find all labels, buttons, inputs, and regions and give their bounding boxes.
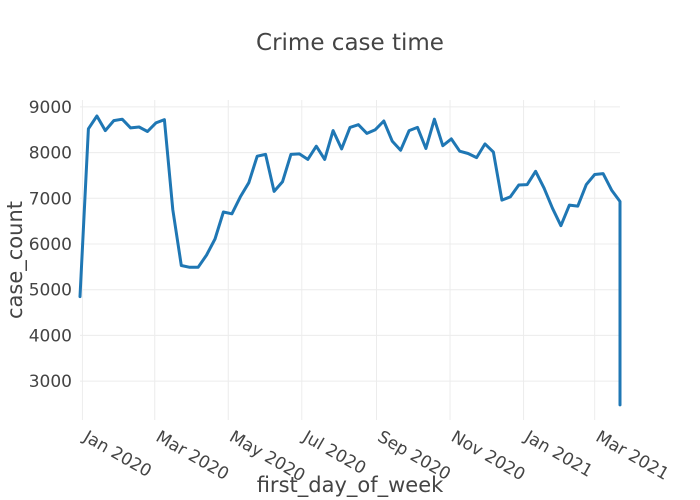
chart-grid [80,100,620,420]
x-tick-label: Jul 2020 [298,427,369,479]
y-tick-label: 9000 [29,98,72,118]
y-tick-label: 7000 [29,189,72,209]
x-tick-label: Jan 2021 [520,427,596,482]
chart-title: Crime case time [256,30,444,56]
x-tick-label: Nov 2020 [448,427,529,485]
series-line [78,114,622,407]
x-tick-label: Jan 2020 [79,427,155,482]
x-axis-title: first_day_of_week [257,473,444,498]
y-tick-label: 8000 [29,144,72,164]
y-axis-ticks: 3000 4000 5000 6000 7000 8000 9000 [29,98,72,392]
x-tick-label: Mar 2020 [152,427,232,485]
y-tick-label: 3000 [29,372,72,392]
y-tick-label: 5000 [29,281,72,301]
y-tick-label: 4000 [29,326,72,346]
y-axis-title: case_count [3,201,28,319]
y-tick-label: 6000 [29,235,72,255]
series-group [78,114,622,407]
x-tick-label: Mar 2021 [592,427,672,485]
